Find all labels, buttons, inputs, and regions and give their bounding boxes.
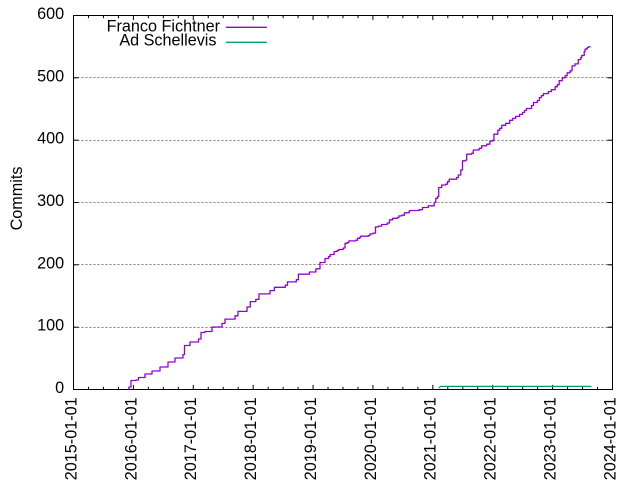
svg-text:0: 0 [55,379,64,397]
svg-text:Franco Fichtner: Franco Fichtner [107,17,221,35]
svg-text:2020-01-01: 2020-01-01 [362,397,380,480]
svg-text:2017-01-01: 2017-01-01 [182,397,200,480]
svg-text:2016-01-01: 2016-01-01 [122,397,140,480]
svg-text:Ad Schellevis: Ad Schellevis [119,32,216,50]
svg-text:2018-01-01: 2018-01-01 [242,397,260,480]
svg-text:2015-01-01: 2015-01-01 [62,397,80,480]
svg-text:300: 300 [37,192,64,210]
svg-text:400: 400 [37,130,64,148]
svg-text:200: 200 [37,254,64,272]
svg-text:600: 600 [37,5,64,23]
svg-text:Commits: Commits [8,167,26,231]
svg-text:500: 500 [37,67,64,85]
svg-text:2023-01-01: 2023-01-01 [542,397,560,480]
svg-text:2019-01-01: 2019-01-01 [302,397,320,480]
svg-text:2024-01-01: 2024-01-01 [601,397,619,480]
svg-text:100: 100 [37,317,64,335]
svg-text:2021-01-01: 2021-01-01 [422,397,440,480]
svg-text:2022-01-01: 2022-01-01 [482,397,500,480]
